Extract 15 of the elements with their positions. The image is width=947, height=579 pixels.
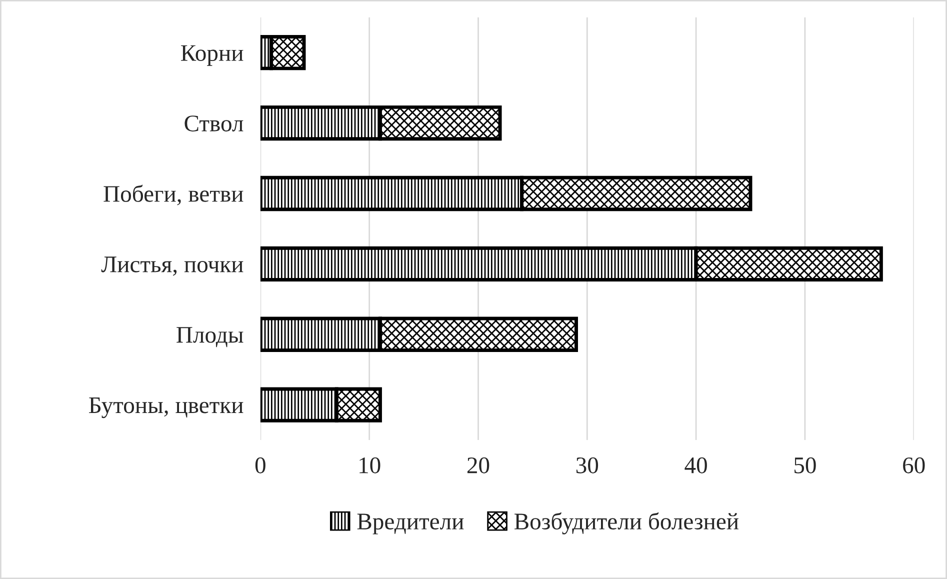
x-tick-label: 30 [576,457,598,474]
x-tick-label: 10 [360,457,380,474]
x-tick-label: 60 [903,457,925,474]
x-tick-label: 40 [684,457,707,474]
legend-label: Возбудители болезней [514,512,738,534]
x-tick-label: 50 [794,457,816,474]
x-tick-label: 20 [467,457,490,474]
y-tick-label: Ствол [184,116,244,132]
y-tick-label: Листья, почки [101,256,244,276]
x-tick-label: 0 [255,457,266,474]
y-tick-label: Корни [180,45,244,66]
y-tick-label: Плоды [176,327,244,348]
y-tick-label: Бутоны, цветки [89,398,244,418]
y-tick-label: Побеги, ветви [104,184,244,206]
legend-label: Вредители [357,514,464,534]
